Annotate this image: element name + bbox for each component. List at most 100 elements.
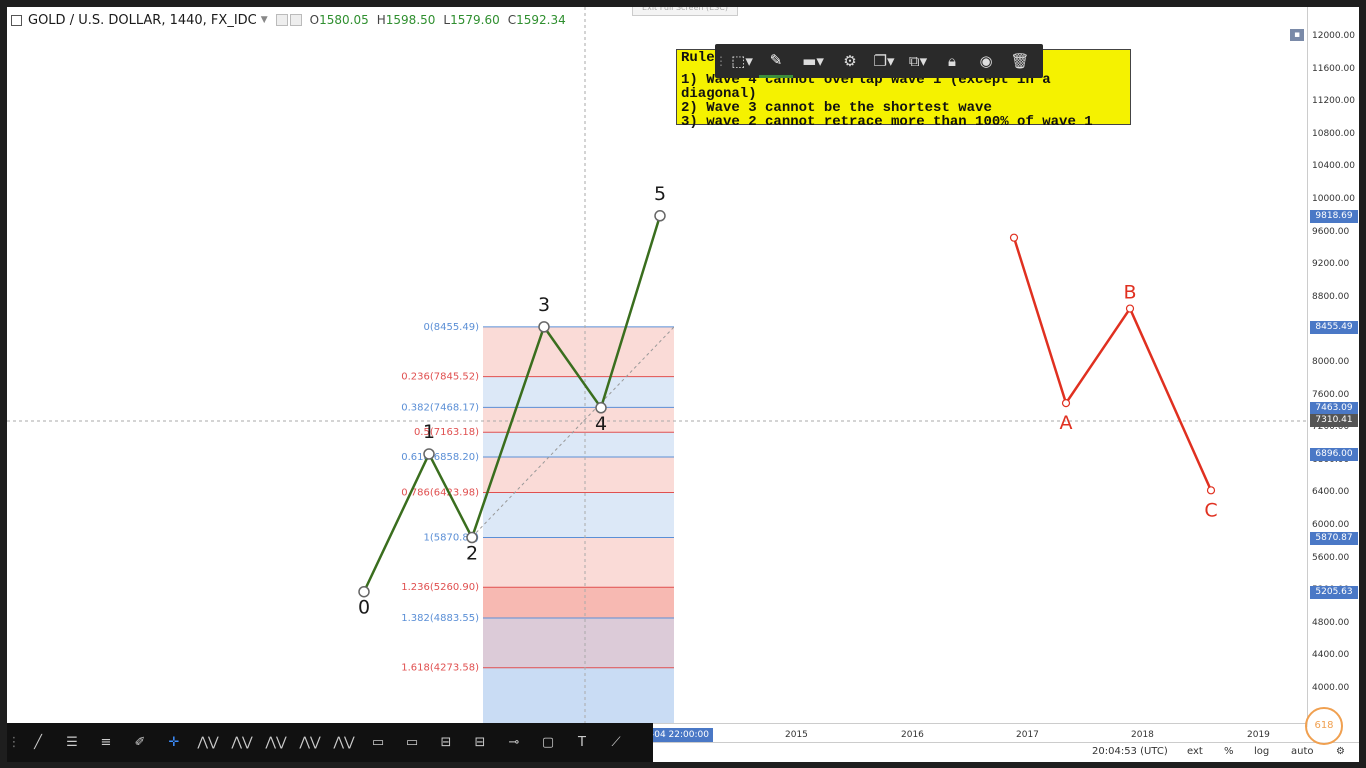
price-tick: 10000.00 [1312,194,1355,204]
price-tick: 4000.00 [1312,683,1350,693]
trash-icon[interactable]: 🗑︎ [1010,52,1030,70]
comment-icon[interactable]: ▭ [405,735,419,750]
clock-label: 20:04:53 (UTC) [1092,746,1168,757]
gear-icon[interactable]: ⚙ [1336,746,1345,757]
price-tick: 7200.00 [1312,422,1350,433]
text-icon[interactable]: T [578,735,586,750]
wave-label: B [1123,282,1136,304]
fib-level-label: 1(5870.87) [423,533,479,544]
crosshair-icon[interactable]: ✛ [168,735,180,750]
price-label: 6896.00 [1310,447,1358,461]
callout-icon[interactable]: ▭ [371,735,385,750]
chart-canvas[interactable]: 0(8455.49) 0.236(7845.52) 0.382(7468.17) 0.… [7,7,1307,723]
percent-toggle[interactable]: % [1224,746,1234,757]
elliott-triangle-icon[interactable]: ⋀⋁ [299,735,321,750]
corrective-wave-line[interactable] [1012,237,1213,491]
year-2018: 2018 [1131,730,1154,740]
select-area-icon[interactable]: ⬚▾ [731,52,753,70]
price-label: 8455.49 [1310,320,1358,334]
wave-point-handle[interactable] [595,402,607,414]
ohlc-open: O1580.05 [309,13,369,27]
fib-retracement-drawing: 0(8455.49) 0.236(7845.52) 0.382(7468.17) 0.… [401,322,674,723]
wave-label: 0 [358,597,370,619]
fib-level-label: 0.5(7163.18) [414,427,479,438]
fib-band [483,326,674,377]
fib-retracement-icon[interactable]: ⊟ [440,735,452,750]
grip-icon[interactable]: ⋮⋮ [715,54,739,68]
wave-label: 2 [466,543,478,565]
collapse-icon[interactable] [11,14,22,26]
wave-point-handle[interactable] [423,448,435,460]
rectangle-icon[interactable]: ▢ [541,735,555,750]
price-tick: 4800.00 [1312,617,1350,628]
year-2017: 2017 [1016,730,1039,740]
log-toggle[interactable]: log [1254,746,1270,757]
exit-fullscreen-tooltip[interactable]: Exit Full Screen (ESC) [632,7,738,16]
pattern-icon[interactable]: ⋀⋁ [197,735,219,750]
elliott-correction-icon[interactable]: ⋀⋁ [265,735,287,750]
fib-icon[interactable]: ≡ [100,735,112,750]
price-line-icon[interactable]: ⊸ [508,735,520,750]
fib-level-label: 1.382(4883.55) [401,613,479,624]
rule-line-2: 2) Wave 3 cannot be the shortest wave [681,100,992,116]
clone-icon[interactable]: ⧉▾ [908,52,928,70]
wave-point-handle[interactable] [1206,486,1216,495]
eye-icon[interactable]: ◉ [979,52,993,70]
bottom-drawing-toolbar: ⋮ ╱ ☰ ≡ ✐ ✛ ⋀⋁ ⋀⋁ ⋀⋁ ⋀⋁ ⋀⋁ ▭ ▭ ⊟ ⊟ ⊸ ▢ T ⟋ [7,723,653,762]
ext-toggle[interactable]: ext [1187,746,1203,757]
brush-icon[interactable]: ✐ [134,735,146,750]
fib-level-label: 0.382(7468.17) [401,402,479,413]
trend-line-icon[interactable]: ╱ [34,735,42,750]
fib-level-label: 0(8455.49) [423,322,479,333]
symbol-title[interactable]: GOLD / U.S. DOLLAR, 1440, FX_IDC [28,12,257,28]
series-settings[interactable] [275,14,302,26]
gear-icon[interactable]: ⚙ [843,52,857,70]
price-tick: 4400.00 [1312,650,1350,661]
price-label: 5870.87 [1310,531,1358,545]
fib-trend-line [471,326,675,538]
impulse-wave-line[interactable] [362,215,662,593]
grip-icon[interactable]: ⋮ [7,735,21,750]
price-tick: 12000.00 [1312,31,1355,41]
wave-point-handle[interactable] [538,321,550,333]
wave-point-handle[interactable] [1125,304,1135,313]
rule-line-3: 3) wave 2 cannot retrace more than 100% … [681,114,1093,130]
fib-band [483,432,674,458]
pencil-icon[interactable]: ✎ [759,44,793,78]
eye-icon[interactable] [275,14,288,26]
fib-band [483,537,674,588]
elliott-corrective-wave: A B C [1009,233,1218,521]
layers-icon[interactable]: ❐▾ [873,52,895,70]
wave-point-handle[interactable] [358,585,370,598]
chevron-down-icon[interactable]: ▼ [260,15,268,25]
horizontal-lines-icon[interactable]: ☰ [66,735,78,750]
wave-point-handle[interactable] [466,531,478,544]
settings-icon[interactable]: ▪ [1290,29,1304,41]
symbol-header: GOLD / U.S. DOLLAR, 1440, FX_IDC ▼ O1580… [7,7,1307,33]
elliott-double-icon[interactable]: ⋀⋁ [333,735,355,750]
fib-extension-icon[interactable]: ⊟ [474,735,486,750]
time-cursor-label: -04 22:00:00 [647,728,713,742]
fib-band [483,667,674,723]
auto-toggle[interactable]: auto [1291,746,1314,757]
price-tick: 9600.00 [1312,226,1350,237]
elliott-impulse-wave: 0 1 2 3 4 5 [358,183,666,619]
lock-icon[interactable]: 🔒︎ [948,52,956,70]
price-axis[interactable]: 12000.00 11600.00 11200.00 10800.00 10400.00… [1307,7,1359,727]
drawing-properties-toolbar[interactable]: ⋮⋮ ⬚▾ ✎ ▬▾ ⚙ ❐▾ ⧉▾ 🔒︎ ◉ 🗑︎ [715,44,1043,78]
wave-point-handle[interactable] [1061,399,1071,408]
measure-icon[interactable]: ⟋ [611,735,621,750]
price-tick: 10800.00 [1312,128,1355,139]
line-style-icon[interactable]: ▬▾ [802,52,824,70]
channel-logo: 618 [1305,707,1343,745]
wave-point-handle[interactable] [654,210,666,222]
price-tick: 8800.00 [1312,291,1350,302]
price-tick: 11600.00 [1312,63,1355,74]
gear-icon[interactable] [289,14,302,26]
fib-level-label: 0.786(6423.98) [401,487,479,498]
price-label: 5205.63 [1310,585,1358,599]
price-tick: 7600.00 [1312,389,1350,400]
wave-point-handle[interactable] [1009,233,1019,242]
elliott-impulse-icon[interactable]: ⋀⋁ [231,735,253,750]
chart-window[interactable]: 0(8455.49) 0.236(7845.52) 0.382(7468.17) 0.… [7,7,1359,762]
